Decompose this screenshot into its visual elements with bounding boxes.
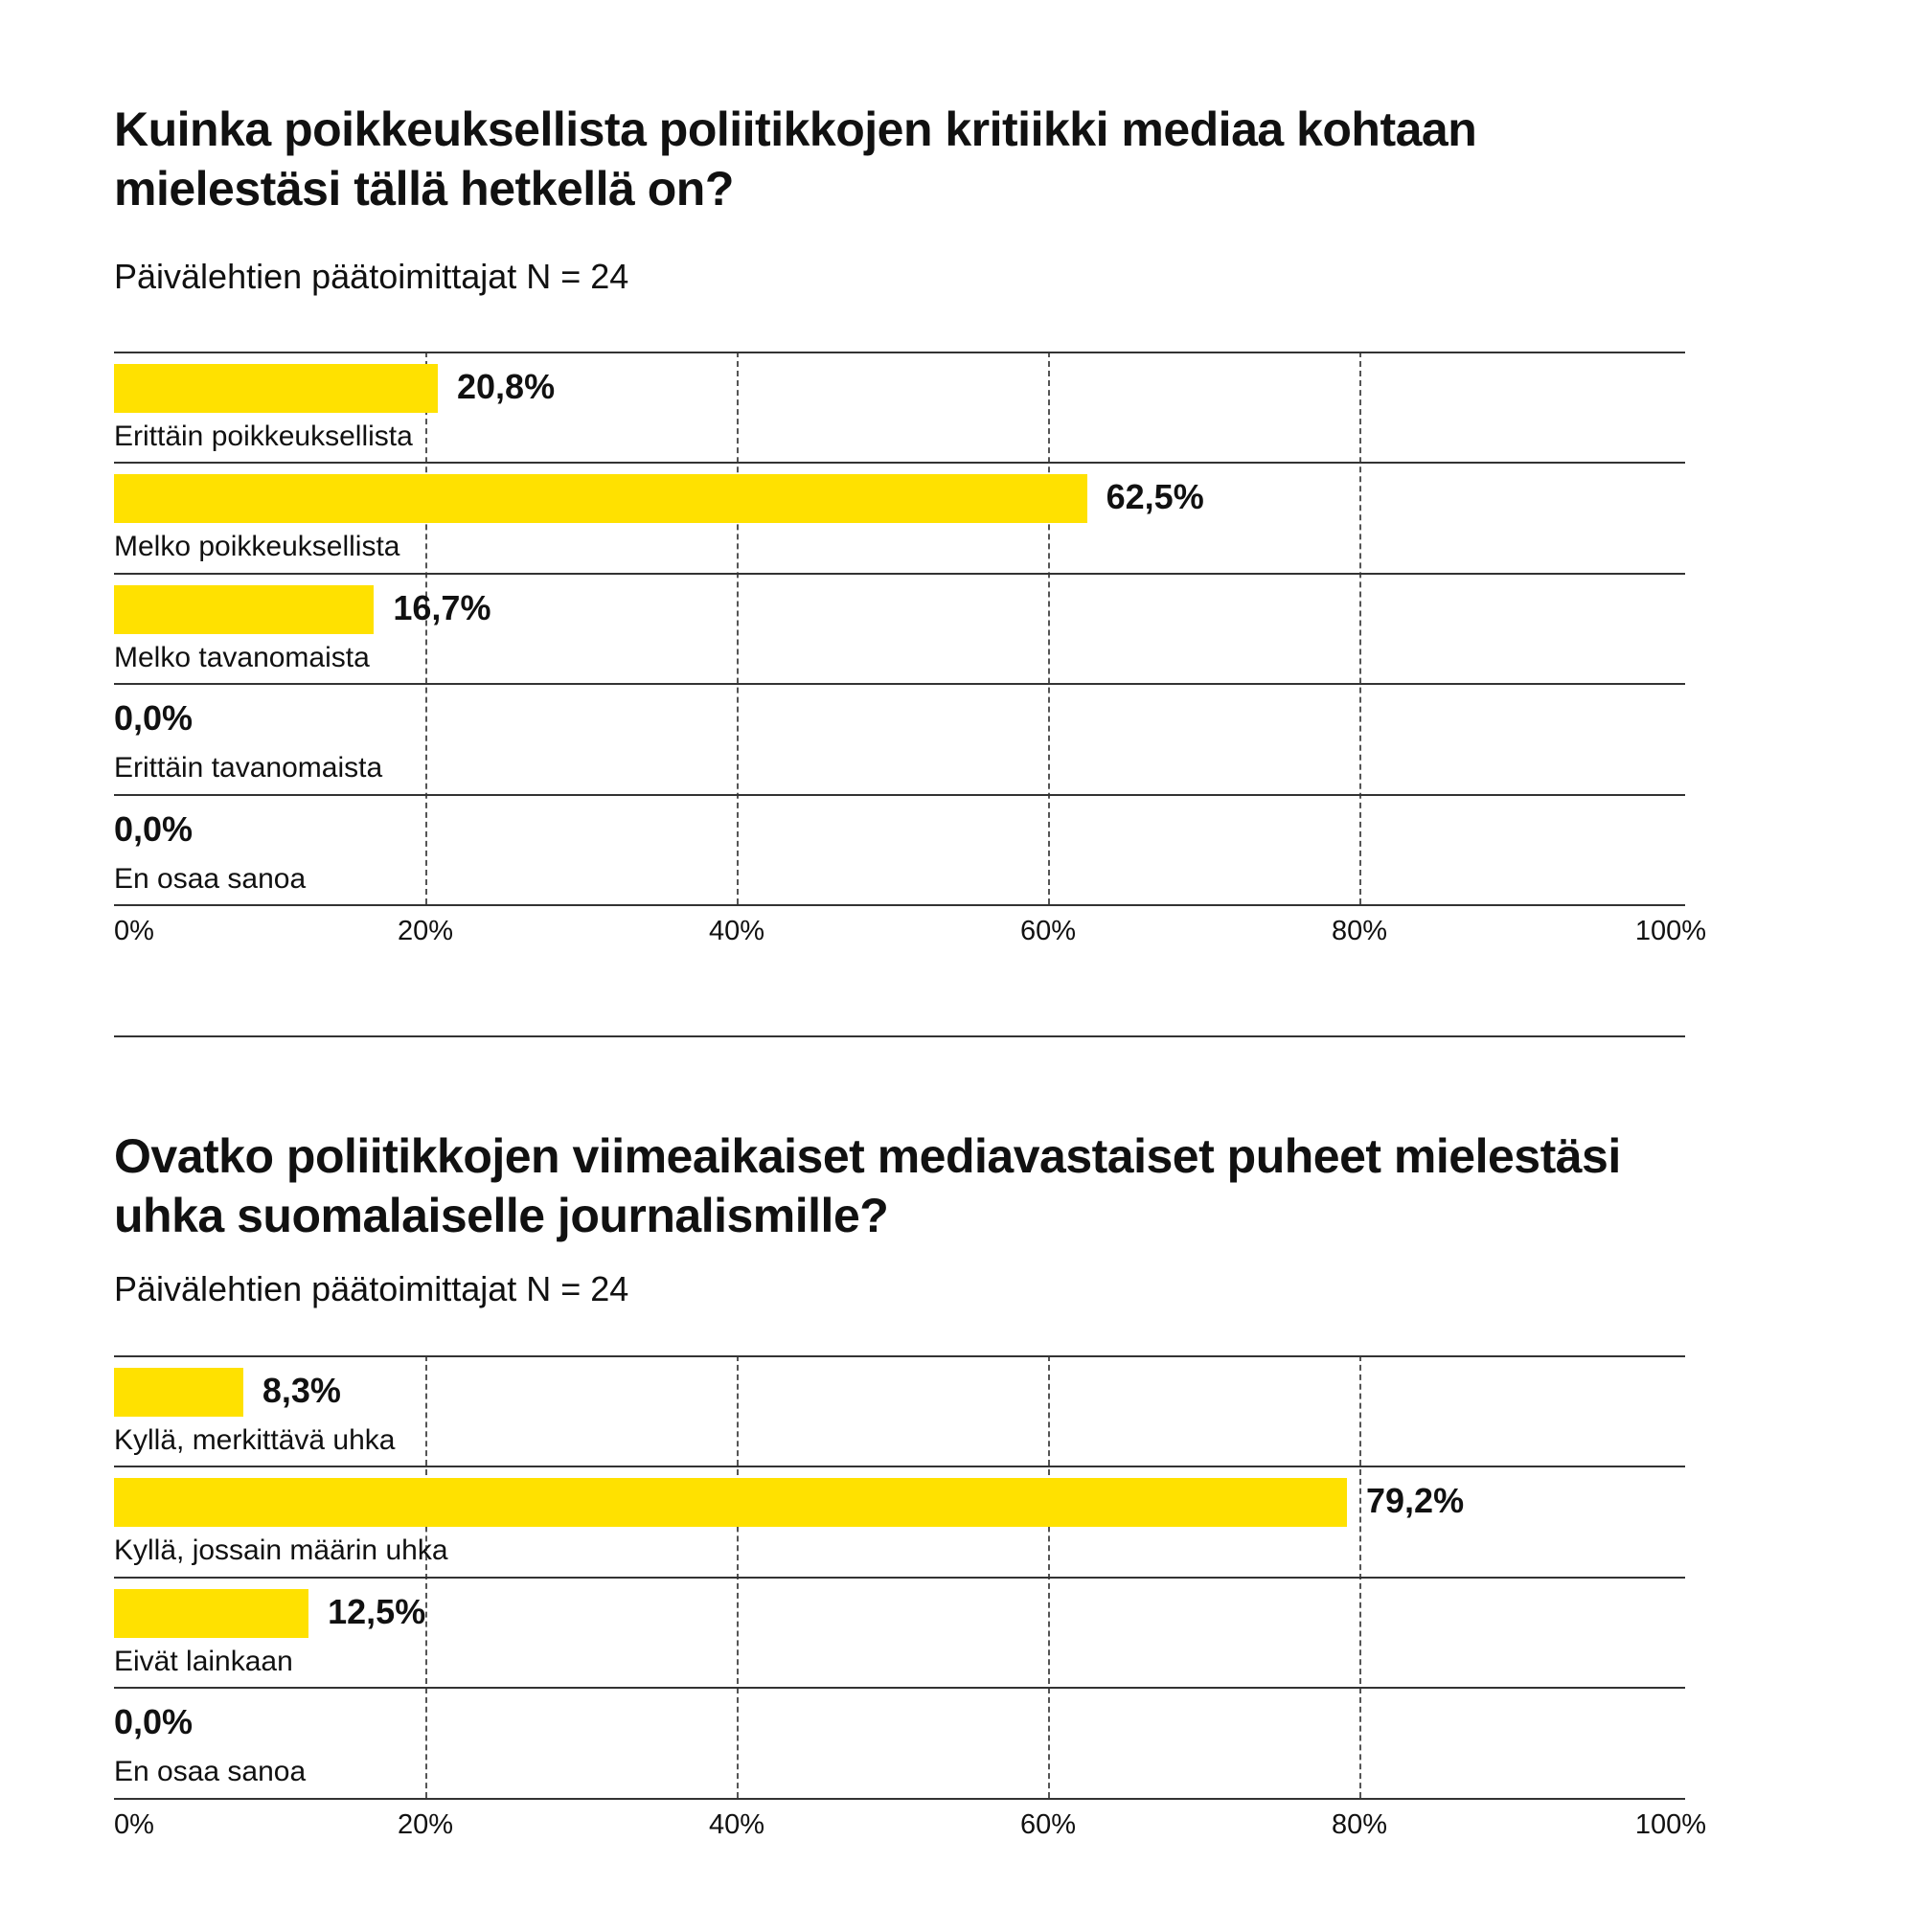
bar bbox=[114, 1368, 243, 1417]
category-label: Melko tavanomaista bbox=[114, 641, 370, 673]
row-divider bbox=[114, 904, 1685, 906]
bar bbox=[114, 1478, 1347, 1528]
bar bbox=[114, 364, 438, 413]
value-label: 0,0% bbox=[114, 698, 194, 739]
row-divider bbox=[114, 1355, 1685, 1357]
value-label: 20,8% bbox=[457, 367, 556, 406]
category-label: Erittäin poikkeuksellista bbox=[114, 420, 413, 452]
x-tick-label: 20% bbox=[397, 1808, 454, 1840]
x-tick-label: 80% bbox=[1331, 916, 1388, 946]
section-divider bbox=[114, 1035, 1685, 1037]
category-label: Erittäin tavanomaista bbox=[114, 752, 383, 784]
value-label: 16,7% bbox=[393, 587, 491, 627]
x-tick-label: 80% bbox=[1331, 1808, 1388, 1840]
row-divider bbox=[114, 1687, 1685, 1690]
row-divider bbox=[114, 572, 1685, 575]
row-divider bbox=[114, 462, 1685, 465]
bar bbox=[114, 474, 1087, 524]
chart-2-title: Ovatko poliitikkojen viimeaikaiset media… bbox=[114, 1129, 1621, 1242]
category-label: Kyllä, jossain määrin uhka bbox=[114, 1534, 448, 1567]
bar bbox=[114, 1588, 309, 1638]
bar bbox=[114, 584, 375, 634]
x-tick-label: 100% bbox=[1634, 1808, 1707, 1840]
value-label: 79,2% bbox=[1366, 1481, 1465, 1521]
row-divider bbox=[114, 793, 1685, 796]
gridline bbox=[737, 352, 739, 904]
category-label: Eivät lainkaan bbox=[114, 1645, 293, 1677]
x-tick-label: 60% bbox=[1019, 916, 1077, 946]
x-tick-label: 40% bbox=[708, 1808, 765, 1840]
row-divider bbox=[114, 1797, 1685, 1800]
x-tick-label: 100% bbox=[1634, 916, 1707, 946]
category-label: En osaa sanoa bbox=[114, 1756, 307, 1788]
category-label: En osaa sanoa bbox=[114, 862, 307, 895]
chart-1-title: Kuinka poikkeuksellista poliitikkojen kr… bbox=[114, 102, 1477, 216]
gridline bbox=[1359, 352, 1361, 904]
chart-2-subtitle: Päivälehtien päätoimittajat N = 24 bbox=[114, 1269, 629, 1308]
value-label: 62,5% bbox=[1106, 477, 1204, 517]
value-label: 12,5% bbox=[328, 1591, 426, 1631]
row-divider bbox=[114, 1466, 1685, 1468]
value-label: 0,0% bbox=[114, 1702, 194, 1742]
row-divider bbox=[114, 1576, 1685, 1579]
value-label: 0,0% bbox=[114, 808, 194, 849]
row-divider bbox=[114, 352, 1685, 353]
gridline bbox=[425, 352, 427, 904]
x-tick-label: 0% bbox=[114, 1808, 154, 1840]
row-divider bbox=[114, 683, 1685, 686]
x-tick-label: 40% bbox=[708, 916, 765, 946]
category-label: Kyllä, merkittävä uhka bbox=[114, 1424, 396, 1456]
chart-1-subtitle: Päivälehtien päätoimittajat N = 24 bbox=[114, 257, 629, 296]
category-label: Melko poikkeuksellista bbox=[114, 531, 400, 563]
gridline bbox=[1048, 352, 1050, 904]
x-tick-label: 60% bbox=[1019, 1808, 1077, 1840]
x-tick-label: 20% bbox=[397, 916, 454, 946]
x-tick-label: 0% bbox=[114, 916, 154, 946]
value-label: 8,3% bbox=[262, 1371, 341, 1410]
